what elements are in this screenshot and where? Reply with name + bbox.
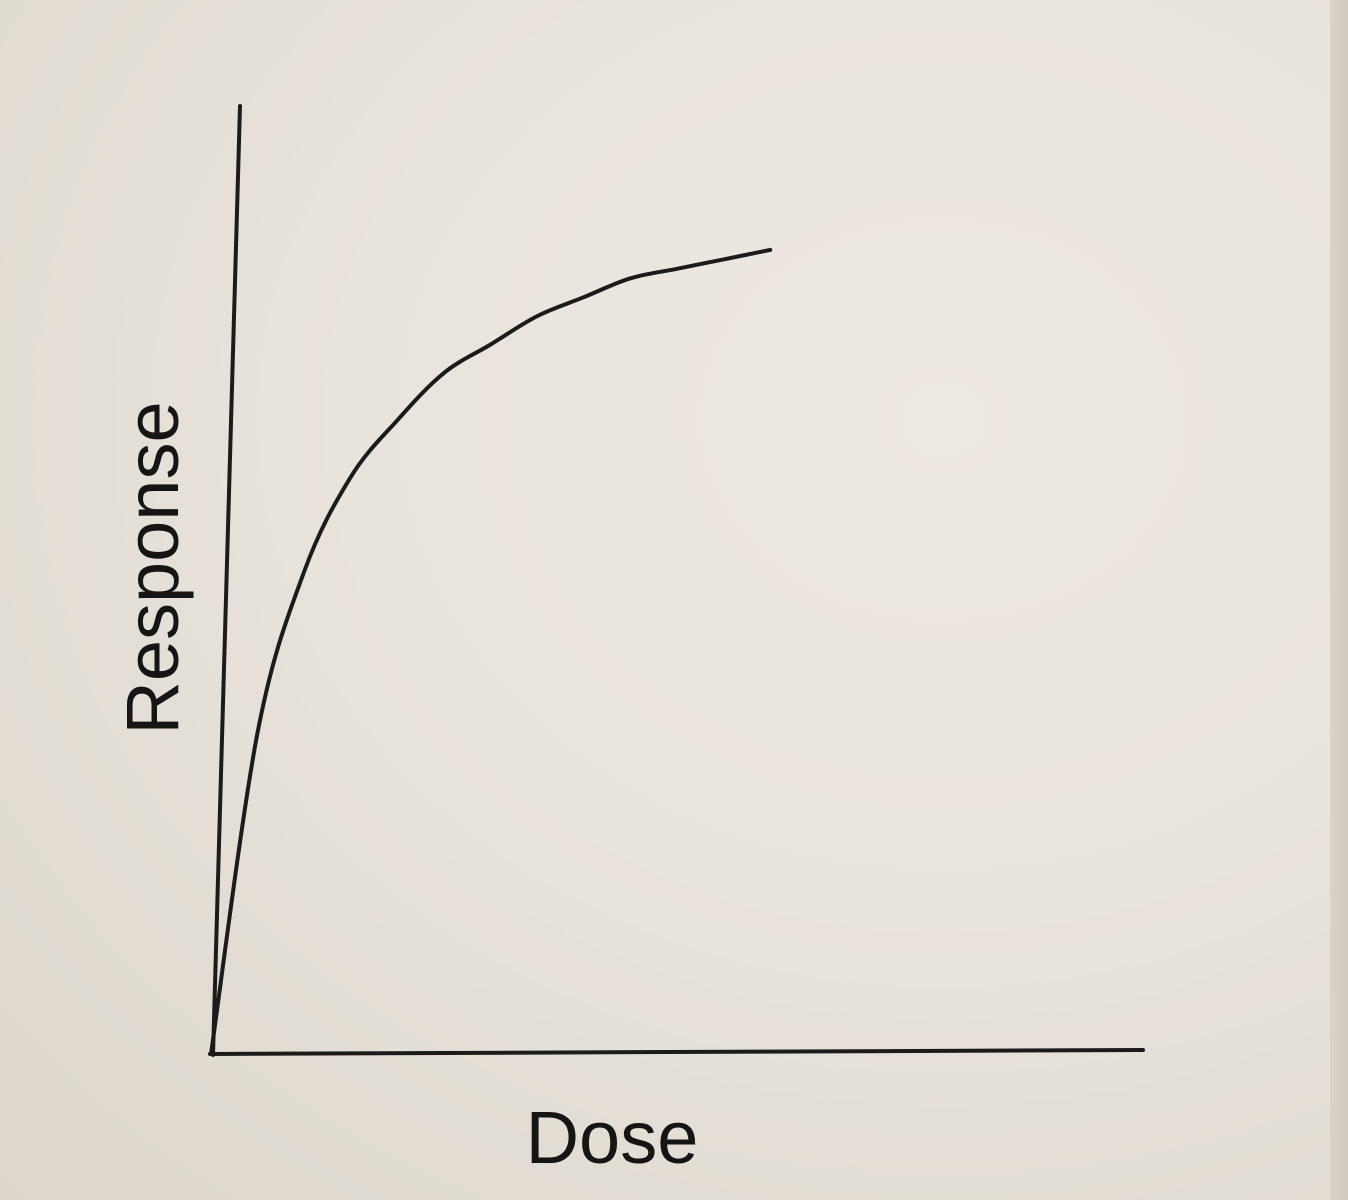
x-axis [208, 1048, 1145, 1056]
y-axis-label: Response [111, 401, 194, 734]
x-axis-label: Dose [526, 1096, 699, 1179]
y-axis [211, 104, 242, 1057]
paper-edge [1330, 0, 1348, 1200]
dose-response-curve [209, 247, 773, 1056]
